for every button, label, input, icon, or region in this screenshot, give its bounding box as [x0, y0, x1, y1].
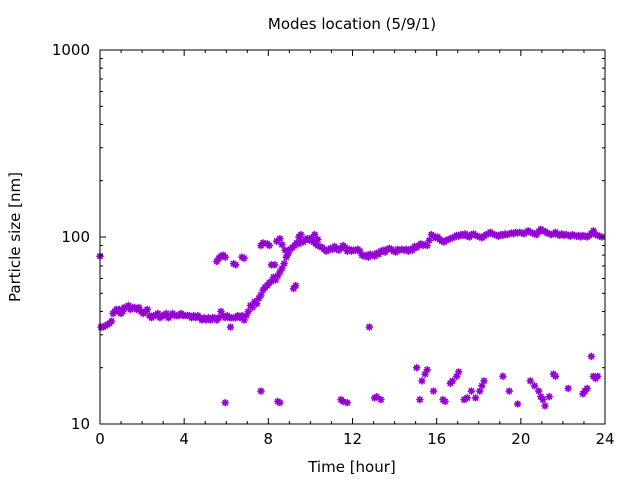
data-point [377, 395, 385, 404]
data-point [534, 387, 543, 395]
data-point [226, 323, 235, 331]
x-tick-label: 4 [179, 430, 189, 448]
x-tick-label: 0 [95, 430, 105, 448]
data-point [365, 323, 374, 331]
data-point [310, 230, 319, 239]
data-point [221, 398, 229, 407]
data-point [545, 392, 554, 401]
x-axis-label: Time [hour] [307, 458, 396, 476]
data-point [291, 281, 300, 290]
data-point [265, 241, 274, 250]
chart-title: Modes location (5/9/1) [268, 15, 436, 33]
data-point [539, 395, 547, 404]
data-point [343, 398, 352, 407]
data-point [283, 251, 292, 259]
data-point [583, 384, 591, 393]
data-point [499, 372, 507, 381]
data-point [505, 387, 514, 395]
data-point [454, 368, 463, 376]
data-point [280, 259, 288, 268]
data-point [526, 377, 535, 385]
data-point [448, 377, 457, 385]
data-point [270, 261, 279, 269]
x-tick-label: 12 [343, 430, 362, 448]
data-point [416, 395, 424, 404]
data-point [467, 387, 476, 395]
data-point [221, 253, 229, 261]
x-axis: 0 4 8 12 16 20 24 [95, 50, 615, 448]
data-point [231, 261, 240, 269]
data-point [463, 394, 471, 402]
x-tick-label: 20 [511, 430, 530, 448]
data-point [471, 394, 480, 402]
x-tick-label: 8 [264, 430, 274, 448]
data-point [257, 387, 265, 395]
data-point [297, 230, 305, 239]
y-axis-label: Particle size [nm] [6, 172, 24, 302]
data-point [372, 392, 381, 401]
data-point [530, 382, 539, 390]
data-point [425, 236, 434, 245]
data-point [564, 384, 572, 393]
y-tick-label: 10 [71, 415, 90, 433]
data-point [480, 377, 488, 385]
data-point [252, 299, 261, 308]
data-point [513, 400, 522, 408]
data-point [541, 402, 549, 410]
y-axis: 10 100 1000 [52, 41, 605, 433]
data-point [423, 241, 431, 250]
data-point [276, 398, 284, 407]
data-point [143, 305, 152, 314]
data-point [429, 387, 438, 395]
data-point [412, 363, 421, 372]
data-markers [96, 225, 606, 410]
plot-frame [99, 49, 606, 425]
x-tick-label: 16 [427, 430, 446, 448]
data-point [441, 397, 449, 406]
data-point [313, 235, 322, 244]
y-tick-label: 100 [61, 228, 90, 246]
data-point [240, 254, 248, 263]
data-point [476, 387, 484, 395]
data-point [118, 307, 127, 316]
data-point [593, 372, 602, 381]
data-point [276, 234, 284, 243]
x-tick-label: 24 [595, 430, 614, 448]
data-point [423, 365, 431, 374]
data-point [278, 240, 286, 249]
data-point [418, 377, 426, 385]
data-point [587, 352, 596, 361]
data-point [242, 311, 251, 320]
y-tick-label: 1000 [52, 41, 90, 59]
data-point [551, 372, 560, 381]
data-point [107, 317, 116, 325]
